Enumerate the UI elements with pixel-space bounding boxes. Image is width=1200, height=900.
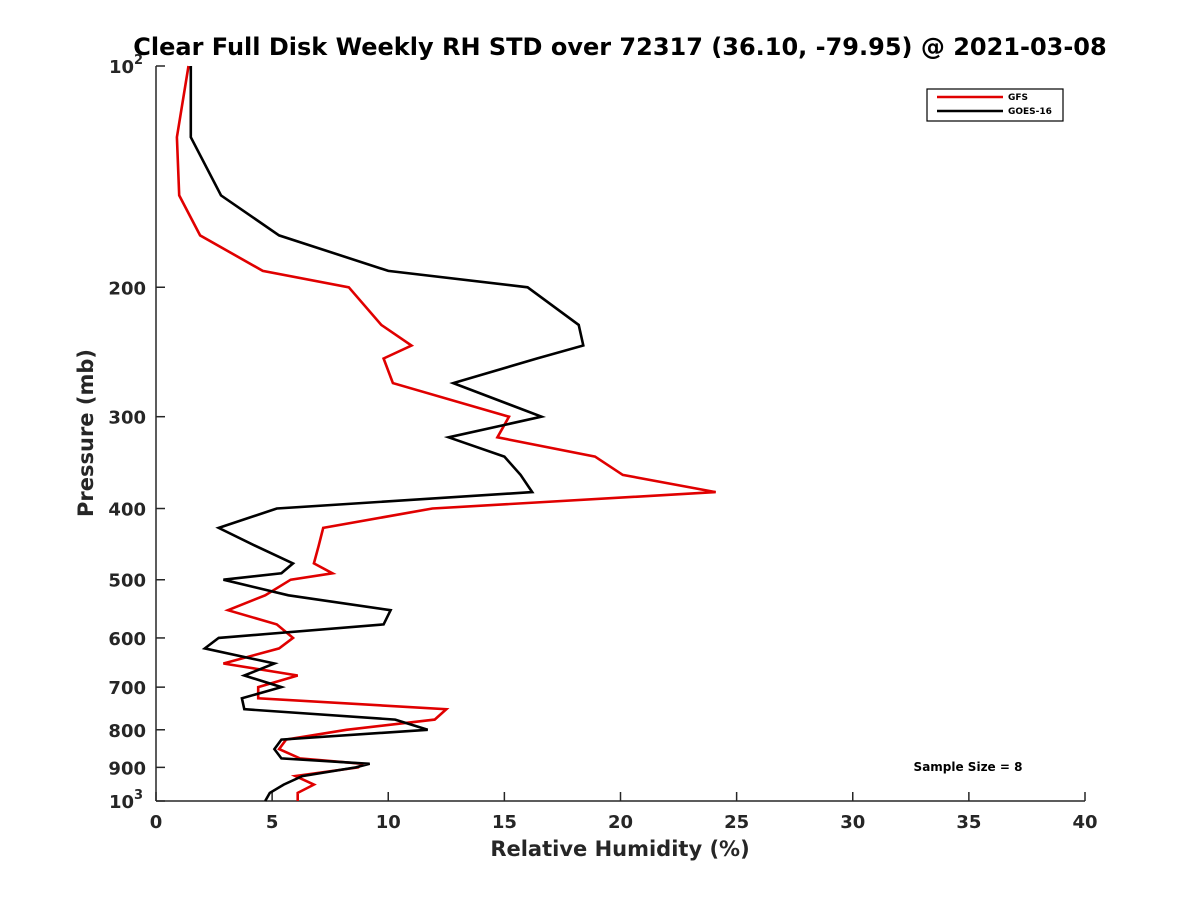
y-tick-label: 700: [108, 678, 146, 699]
x-tick-label: 0: [150, 812, 163, 833]
x-tick-label: 35: [956, 812, 981, 833]
series-line-gfs: [175, 65, 716, 801]
x-tick-label: 40: [1072, 812, 1097, 833]
y-tick-label: 10: [109, 57, 134, 78]
x-tick-label: 15: [492, 812, 517, 833]
legend-label-goes16: GOES-16: [1008, 107, 1052, 117]
y-tick-label: 800: [108, 721, 146, 742]
y-tick-label: 500: [108, 571, 146, 592]
series-lines: [175, 65, 716, 802]
x-axis-label: Relative Humidity (%): [490, 837, 749, 861]
plot-area: [155, 66, 1085, 802]
series-line-goes16: [189, 66, 585, 802]
x-tick-label: 20: [608, 812, 633, 833]
legend-label-gfs: GFS: [1008, 93, 1028, 103]
y-tick-label: 900: [108, 758, 146, 779]
y-tick-label: 300: [108, 408, 146, 429]
sample-size-annotation: Sample Size = 8: [914, 760, 1023, 774]
x-axis-ticks: 0 5 10 15 20 25 30 35 40: [150, 792, 1098, 833]
x-tick-label: 10: [376, 812, 401, 833]
y-tick-label: 600: [108, 629, 146, 650]
y-tick-label-exponent: 2: [134, 53, 143, 68]
y-tick-label: 10: [109, 792, 134, 813]
x-tick-label: 5: [266, 812, 279, 833]
y-tick-label: 400: [108, 500, 146, 521]
x-tick-label: 30: [840, 812, 865, 833]
chart-title: Clear Full Disk Weekly RH STD over 72317…: [133, 33, 1106, 61]
y-axis-label: Pressure (mb): [74, 349, 98, 517]
y-tick-label: 200: [108, 278, 146, 299]
x-tick-label: 25: [724, 812, 749, 833]
legend-box: [926, 88, 1064, 122]
y-tick-label-exponent: 3: [134, 788, 143, 803]
legend: GFS GOES-16: [926, 88, 1064, 122]
